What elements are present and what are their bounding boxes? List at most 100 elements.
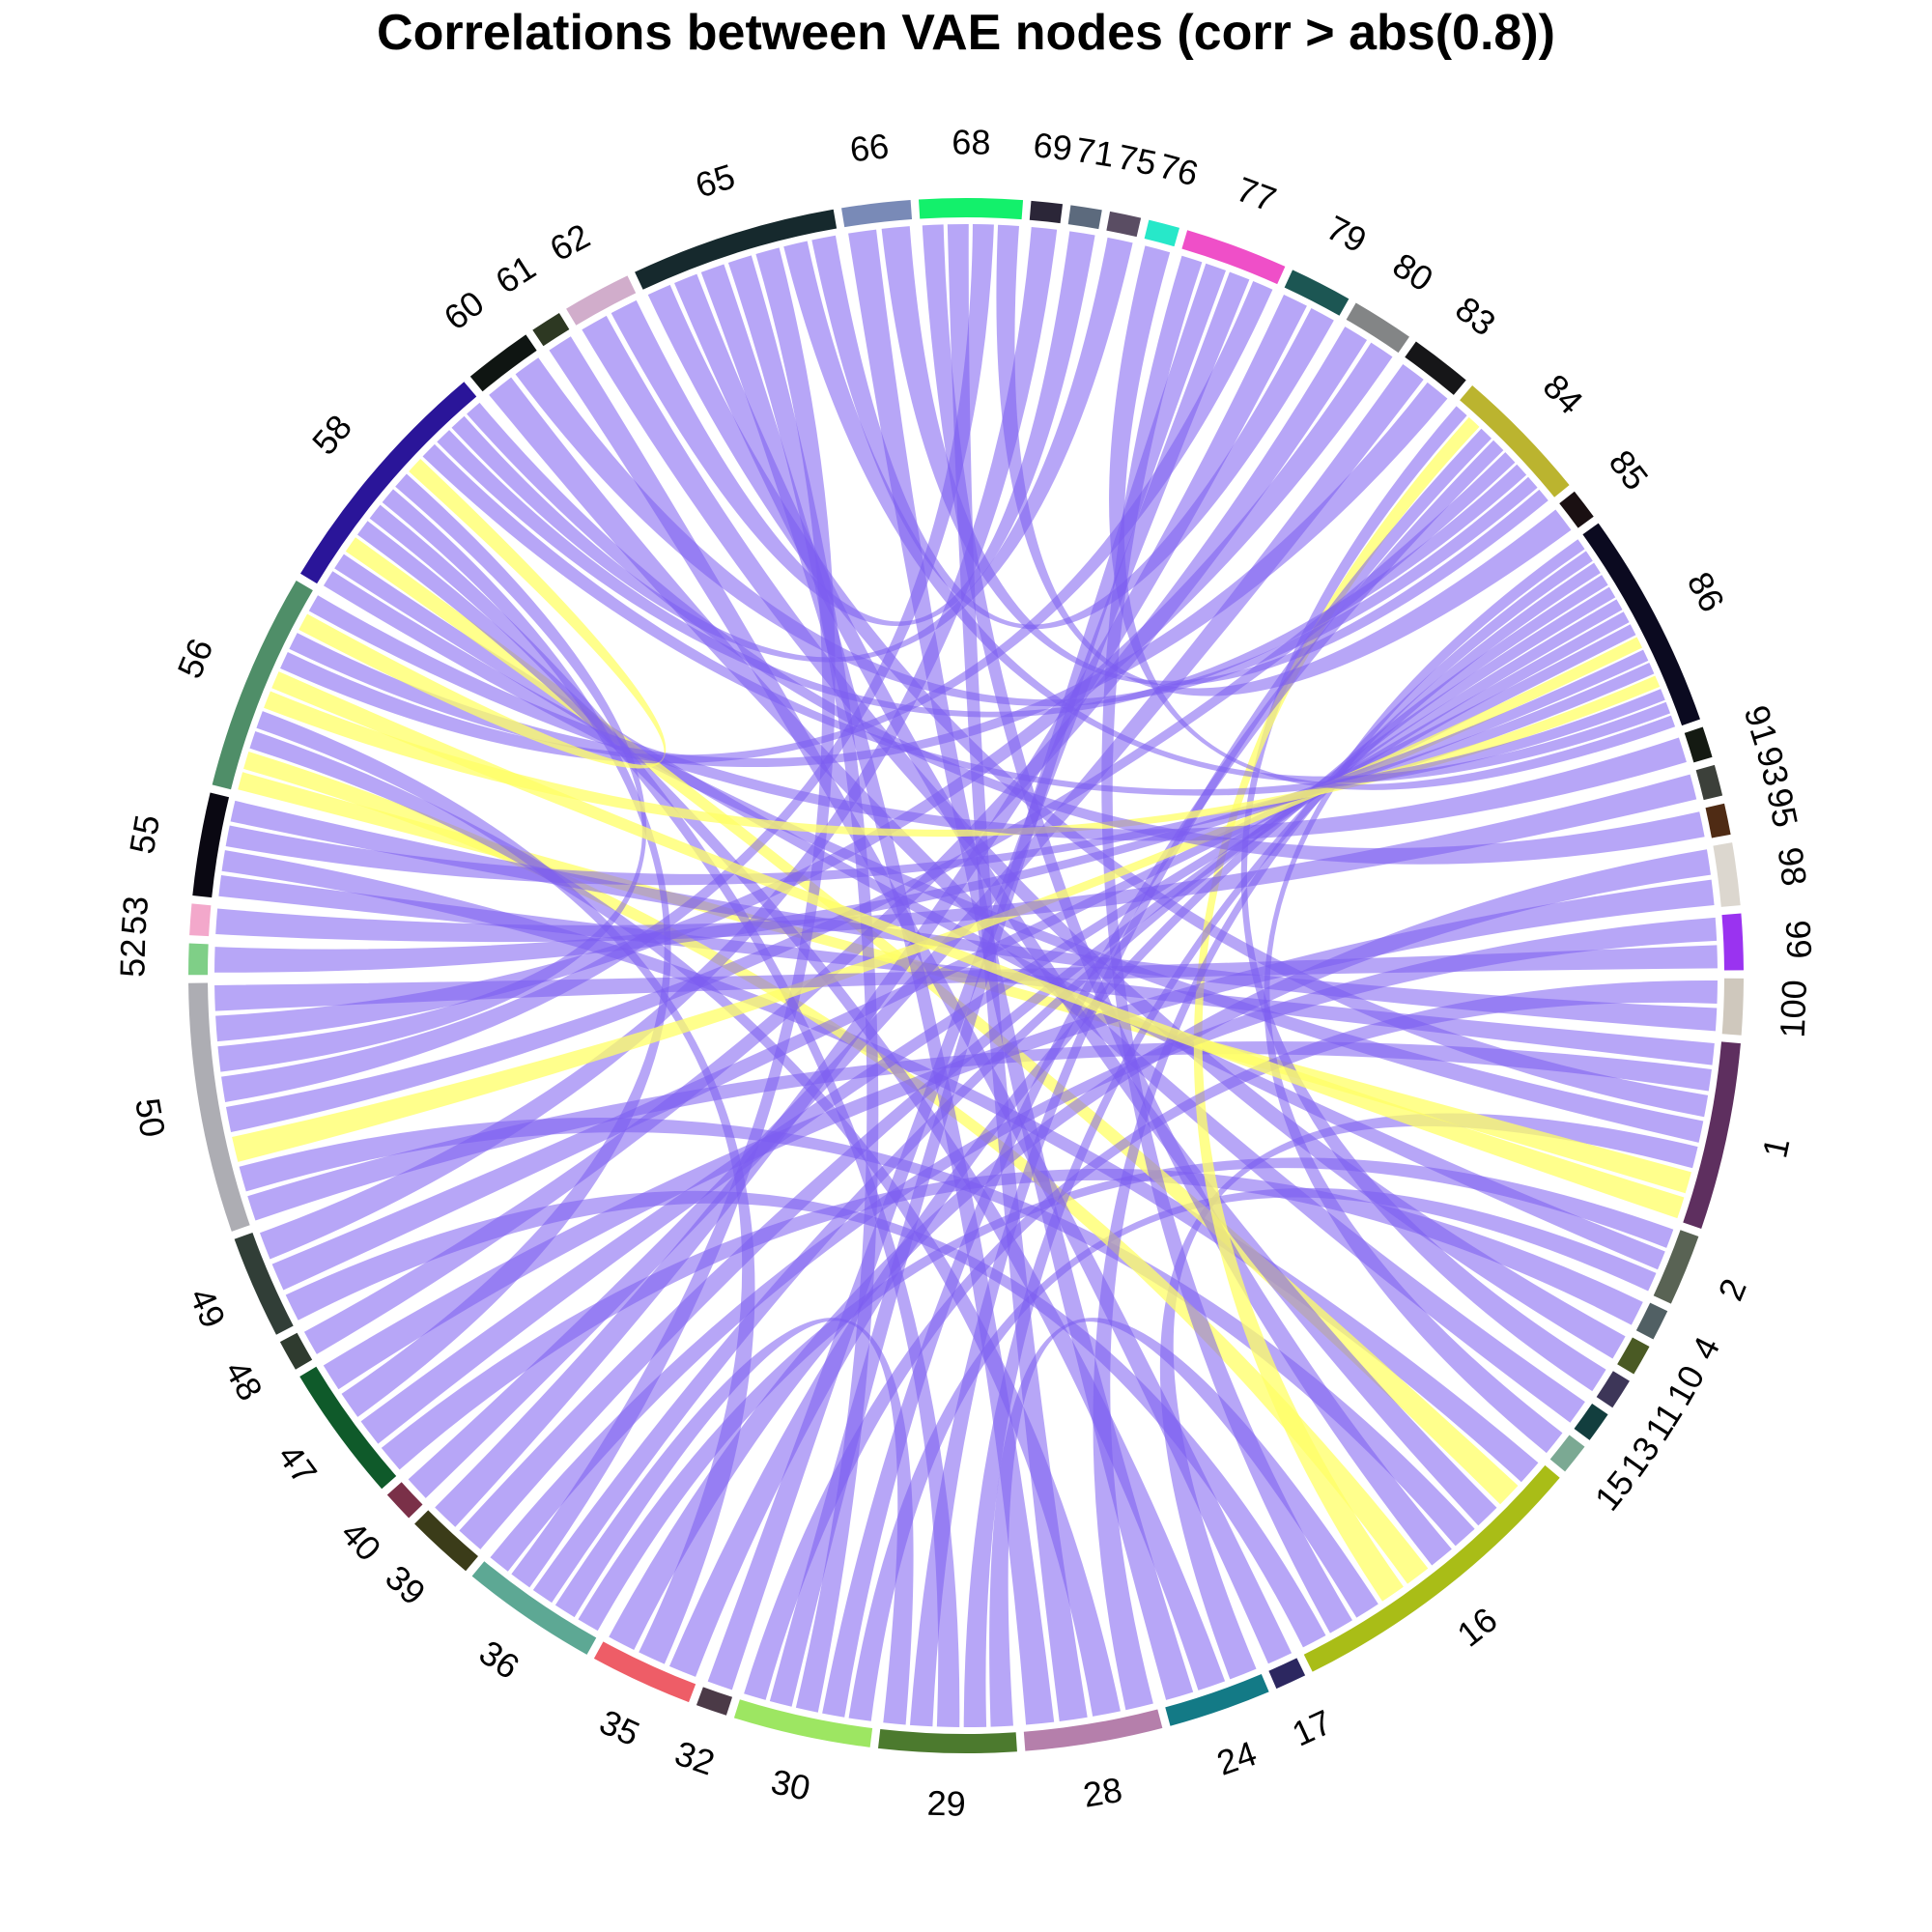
sectors-layer bbox=[188, 198, 1744, 1753]
node-label-4: 4 bbox=[1684, 1330, 1728, 1365]
link-55-86 bbox=[225, 662, 1655, 886]
sector-2 bbox=[1653, 1230, 1699, 1304]
link-29-36 bbox=[554, 1318, 914, 1725]
link-50-99 bbox=[214, 945, 1718, 1011]
sector-50 bbox=[188, 982, 250, 1232]
link-40-83 bbox=[408, 363, 1424, 1498]
link-56-58 bbox=[298, 458, 667, 769]
node-label-77: 77 bbox=[1232, 169, 1282, 219]
link-2-36 bbox=[578, 1157, 1674, 1632]
node-label-68: 68 bbox=[952, 122, 990, 161]
sector-30 bbox=[733, 1699, 873, 1747]
link-56-1 bbox=[271, 671, 1685, 1219]
sector-62 bbox=[566, 275, 637, 326]
sector-39 bbox=[414, 1510, 478, 1572]
node-label-40: 40 bbox=[333, 1514, 388, 1569]
node-label-65: 65 bbox=[691, 156, 740, 205]
link-17-61 bbox=[549, 336, 1293, 1664]
link-2-58 bbox=[334, 554, 1665, 1270]
sector-53 bbox=[189, 903, 212, 937]
sector-65 bbox=[635, 209, 838, 290]
sector-13 bbox=[1574, 1403, 1608, 1440]
sector-84 bbox=[1460, 385, 1570, 497]
sector-10 bbox=[1617, 1337, 1650, 1375]
node-label-58: 58 bbox=[304, 407, 359, 462]
sector-61 bbox=[532, 312, 570, 347]
link-30-77 bbox=[769, 263, 1227, 1707]
sector-16 bbox=[1303, 1464, 1560, 1672]
sector-79 bbox=[1284, 270, 1350, 316]
node-label-30: 30 bbox=[768, 1761, 814, 1808]
sector-71 bbox=[1067, 205, 1102, 230]
link-56-86 bbox=[264, 675, 1661, 838]
node-label-76: 76 bbox=[1154, 146, 1202, 194]
sector-15 bbox=[1549, 1435, 1585, 1472]
node-label-28: 28 bbox=[1080, 1770, 1124, 1815]
node-label-56: 56 bbox=[169, 633, 220, 684]
sector-11 bbox=[1596, 1371, 1630, 1408]
node-label-91: 91 bbox=[1737, 700, 1786, 750]
sector-4 bbox=[1635, 1302, 1668, 1340]
sector-75 bbox=[1106, 211, 1142, 238]
node-label-39: 39 bbox=[378, 1557, 433, 1612]
link-55-100 bbox=[230, 800, 1718, 1032]
link-28-65 bbox=[700, 264, 1055, 1725]
node-label-95: 95 bbox=[1759, 784, 1805, 830]
sector-95 bbox=[1705, 803, 1731, 838]
links-layer bbox=[214, 224, 1718, 1727]
sector-91 bbox=[1684, 726, 1713, 763]
sector-60 bbox=[469, 334, 537, 392]
link-2-30 bbox=[848, 1187, 1657, 1721]
sector-36 bbox=[471, 1561, 597, 1655]
sector-48 bbox=[279, 1332, 313, 1370]
sector-80 bbox=[1346, 302, 1409, 354]
sector-1 bbox=[1683, 1041, 1741, 1229]
sector-49 bbox=[234, 1232, 294, 1335]
link-58-95 bbox=[467, 402, 1705, 865]
sector-35 bbox=[593, 1641, 696, 1703]
node-label-48: 48 bbox=[217, 1353, 270, 1406]
node-label-79: 79 bbox=[1321, 208, 1373, 261]
sector-52 bbox=[188, 943, 209, 976]
node-label-86: 86 bbox=[1680, 565, 1733, 617]
node-label-66: 66 bbox=[848, 126, 892, 169]
node-label-84: 84 bbox=[1536, 366, 1591, 421]
link-47-58 bbox=[341, 489, 671, 1417]
sector-100 bbox=[1721, 978, 1744, 1036]
link-11-84 bbox=[1240, 406, 1606, 1392]
node-label-52: 52 bbox=[112, 938, 153, 978]
node-label-60: 60 bbox=[437, 283, 492, 338]
node-label-49: 49 bbox=[182, 1282, 234, 1333]
sector-93 bbox=[1695, 764, 1723, 801]
node-label-24: 24 bbox=[1212, 1733, 1262, 1783]
sector-32 bbox=[696, 1687, 733, 1716]
sector-98 bbox=[1713, 842, 1741, 907]
sector-28 bbox=[1023, 1709, 1163, 1751]
link-50-58 bbox=[217, 473, 647, 1072]
node-label-29: 29 bbox=[926, 1783, 966, 1824]
node-label-80: 80 bbox=[1386, 245, 1440, 299]
sector-85 bbox=[1559, 491, 1594, 528]
link-16-29 bbox=[989, 1318, 1378, 1727]
sector-56 bbox=[212, 580, 313, 790]
link-60-84 bbox=[515, 357, 1538, 707]
link-58-84 bbox=[437, 430, 1527, 718]
node-label-100: 100 bbox=[1773, 980, 1814, 1039]
node-label-85: 85 bbox=[1602, 442, 1657, 497]
link-50-86 bbox=[232, 637, 1643, 1162]
sector-47 bbox=[299, 1366, 397, 1490]
link-1-24 bbox=[1159, 1113, 1698, 1680]
chart-title: Correlations between VAE nodes (corr > a… bbox=[377, 5, 1555, 61]
sector-29 bbox=[878, 1728, 1017, 1753]
sector-77 bbox=[1181, 230, 1286, 285]
node-label-35: 35 bbox=[594, 1701, 646, 1753]
node-label-1: 1 bbox=[1754, 1134, 1797, 1161]
sector-55 bbox=[192, 792, 230, 898]
link-24-66 bbox=[848, 229, 1194, 1700]
sector-66 bbox=[841, 200, 913, 228]
node-label-2: 2 bbox=[1710, 1273, 1754, 1306]
node-label-47: 47 bbox=[270, 1436, 326, 1492]
sector-76 bbox=[1144, 219, 1180, 247]
node-label-32: 32 bbox=[670, 1733, 720, 1783]
